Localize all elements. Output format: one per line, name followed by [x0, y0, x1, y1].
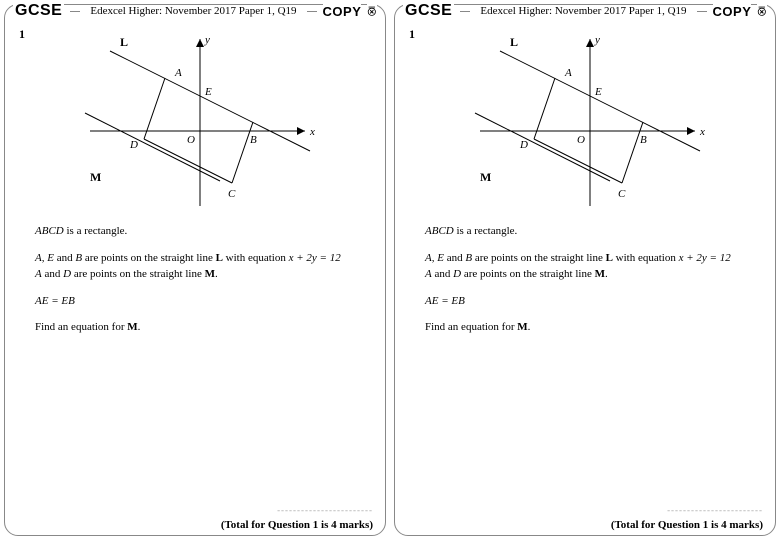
- statement-1: ABCD is a rectangle.: [35, 223, 365, 240]
- gcse-label: GCSE: [13, 2, 64, 20]
- svg-text:M: M: [480, 170, 491, 184]
- close-icon[interactable]: [367, 1, 377, 21]
- gcse-label: GCSE: [403, 2, 454, 20]
- svg-text:A: A: [564, 67, 572, 79]
- copy-label: COPY: [323, 4, 362, 19]
- statement-3: AE = EB: [35, 293, 365, 310]
- point-B-label: B: [250, 134, 257, 146]
- question-body: ABCD is a rectangle. A, E and B are poin…: [425, 223, 755, 346]
- question-number: 1: [409, 27, 415, 42]
- copy-label: COPY: [713, 4, 752, 19]
- svg-text:O: O: [577, 134, 585, 146]
- line-M-label: M: [90, 170, 101, 184]
- divider: [307, 11, 317, 12]
- question-card: GCSE Edexcel Higher: November 2017 Paper…: [4, 4, 386, 536]
- svg-text:x: x: [699, 126, 705, 138]
- statement-4: Find an equation for M.: [425, 319, 755, 336]
- paper-title: Edexcel Higher: November 2017 Paper 1, Q…: [476, 5, 690, 17]
- svg-text:D: D: [519, 139, 528, 151]
- svg-text:C: C: [618, 188, 626, 200]
- question-number: 1: [19, 27, 25, 42]
- close-icon[interactable]: [757, 1, 767, 21]
- svg-text:y: y: [594, 34, 600, 46]
- point-C-label: C: [228, 188, 236, 200]
- question-body: ABCD is a rectangle. A, E and B are poin…: [35, 223, 365, 346]
- origin-label: O: [187, 134, 195, 146]
- divider: [697, 11, 707, 12]
- divider: [70, 11, 80, 12]
- answer-line: ------------------------: [277, 505, 373, 515]
- geometry-diagram: x y O L M A E B D C: [70, 31, 320, 211]
- statement-4: Find an equation for M.: [35, 319, 365, 336]
- geometry-diagram: x y O L M A E B D C: [460, 31, 710, 211]
- statement-2: A, E and B are points on the straight li…: [425, 250, 755, 283]
- svg-text:E: E: [594, 86, 602, 98]
- paper-title: Edexcel Higher: November 2017 Paper 1, Q…: [86, 5, 300, 17]
- divider: [460, 11, 470, 12]
- axis-y-label: y: [204, 34, 210, 46]
- point-A-label: A: [174, 67, 182, 79]
- axis-x-label: x: [309, 126, 315, 138]
- statement-1: ABCD is a rectangle.: [425, 223, 755, 240]
- marks-footer: (Total for Question 1 is 4 marks): [611, 519, 763, 531]
- statement-2: A, E and B are points on the straight li…: [35, 250, 365, 283]
- question-card: GCSE Edexcel Higher: November 2017 Paper…: [394, 4, 776, 536]
- svg-text:L: L: [510, 35, 518, 49]
- card-header: GCSE Edexcel Higher: November 2017 Paper…: [403, 1, 767, 21]
- marks-footer: (Total for Question 1 is 4 marks): [221, 519, 373, 531]
- line-L-label: L: [120, 35, 128, 49]
- statement-3: AE = EB: [425, 293, 755, 310]
- svg-text:B: B: [640, 134, 647, 146]
- point-E-label: E: [204, 86, 212, 98]
- point-D-label: D: [129, 139, 138, 151]
- card-header: GCSE Edexcel Higher: November 2017 Paper…: [13, 1, 377, 21]
- answer-line: ------------------------: [667, 505, 763, 515]
